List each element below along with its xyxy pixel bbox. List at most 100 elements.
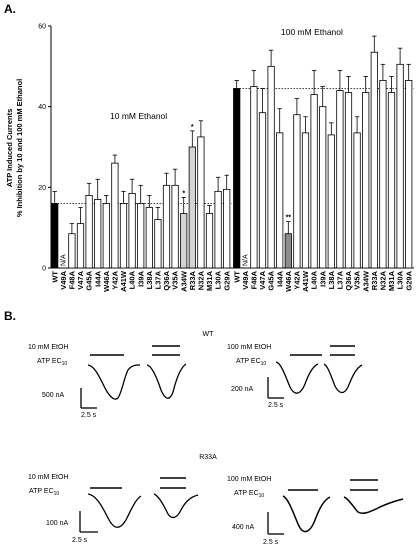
bar bbox=[379, 80, 387, 269]
atp-label-r33a-100: ATP EC10 bbox=[234, 490, 264, 499]
bar bbox=[353, 132, 361, 269]
bar bbox=[258, 112, 267, 269]
bar bbox=[102, 203, 110, 269]
x-tick-label: L40A bbox=[128, 270, 137, 289]
x-tick-label: A41W bbox=[119, 270, 128, 292]
bar bbox=[94, 199, 102, 269]
bar bbox=[233, 88, 241, 269]
x-tick-label: WT bbox=[232, 271, 241, 283]
x-tick-label: Q36A bbox=[162, 270, 171, 290]
bar bbox=[276, 132, 284, 269]
x-tick-label: F48A bbox=[68, 270, 77, 289]
bar bbox=[223, 188, 231, 269]
bar bbox=[137, 203, 145, 269]
bar bbox=[284, 233, 292, 269]
x-tick-label: M31A bbox=[387, 270, 396, 291]
bars bbox=[51, 51, 413, 269]
bar bbox=[128, 192, 136, 269]
x-tick-label: N32A bbox=[197, 270, 206, 290]
bar bbox=[111, 162, 119, 269]
na-marker: N/A bbox=[242, 254, 249, 266]
bar bbox=[396, 63, 404, 269]
time-label-wt-100: 2.5 s bbox=[268, 402, 284, 409]
x-tick-label: I44A bbox=[275, 270, 284, 286]
x-tick-label: V49A bbox=[241, 270, 250, 289]
time-label-r33a-10: 2.5 s bbox=[72, 537, 88, 544]
y-axis-label-line1: ATP Induced Currents bbox=[5, 109, 14, 187]
y-tick-label: 40 bbox=[38, 104, 46, 111]
trace-wt-10mm: 10 mM EtOH ATP EC10 500 nA 2.5 s bbox=[28, 344, 187, 419]
x-tick-label: F48A bbox=[250, 270, 259, 289]
y-tick-label: 0 bbox=[42, 266, 46, 273]
significance-marker: * bbox=[191, 124, 194, 131]
group-label-100mm: 100 mM Ethanol bbox=[281, 27, 343, 37]
x-tick-label: L40A bbox=[310, 270, 319, 289]
bar bbox=[301, 132, 310, 269]
error-bars bbox=[52, 35, 411, 234]
x-tick-label: R33A bbox=[370, 270, 379, 290]
x-tick-labels: WT V49A F48A V47A G45A I44A W46A Y42A A41W L40A I3… bbox=[50, 270, 413, 292]
x-tick-label: M31A bbox=[205, 270, 214, 291]
markers: N/A**N/A** bbox=[60, 124, 291, 266]
panel-b-label: B. bbox=[4, 309, 16, 323]
bar bbox=[68, 233, 76, 269]
x-tick-label: G45A bbox=[85, 270, 94, 290]
x-tick-label: L37A bbox=[154, 270, 163, 289]
bar bbox=[51, 203, 59, 269]
x-tick-label: I39A bbox=[318, 270, 327, 286]
panel-a-label: A. bbox=[4, 2, 16, 16]
bar bbox=[344, 92, 353, 269]
ethanol-label-wt-100: 100 mM EtOH bbox=[227, 344, 271, 351]
x-tick-label: V49A bbox=[59, 270, 68, 289]
bar bbox=[267, 65, 275, 269]
x-tick-label: I44A bbox=[93, 270, 102, 286]
x-tick-label: L30A bbox=[396, 270, 405, 289]
bar bbox=[180, 213, 188, 269]
x-tick-label: A41W bbox=[301, 270, 310, 292]
bar bbox=[327, 134, 335, 269]
wt-title: WT bbox=[203, 331, 215, 338]
y-ticks: 0 20 40 60 bbox=[38, 24, 51, 273]
ethanol-label-r33a-10: 10 mM EtOH bbox=[28, 474, 68, 481]
x-tick-label: Y42A bbox=[111, 270, 120, 289]
y-axis-label-line2: % Inhibition by 10 and 100 mM Ethanol bbox=[15, 79, 24, 217]
x-tick-label: V35A bbox=[353, 270, 362, 289]
x-tick-label: W46A bbox=[284, 270, 293, 291]
trace-wt-100-path bbox=[275, 361, 363, 394]
bar bbox=[188, 146, 196, 269]
trace-wt-100mm: 100 mM EtOH ATP EC10 200 nA 2.5 s bbox=[227, 344, 363, 409]
time-label-r33a-100: 2.5 s bbox=[263, 539, 279, 546]
bar bbox=[319, 106, 327, 269]
x-tick-label: L38A bbox=[145, 270, 154, 289]
x-tick-label: G29A bbox=[222, 270, 231, 290]
bar bbox=[336, 90, 344, 269]
x-tick-label: V47A bbox=[258, 270, 267, 289]
x-tick-label: G29A bbox=[404, 270, 413, 290]
bar-chart: ATP Induced Currents % Inhibition by 10 … bbox=[5, 24, 414, 292]
x-tick-label: A34W bbox=[179, 270, 188, 292]
trace-wt-10-path bbox=[87, 363, 187, 400]
bar bbox=[162, 184, 171, 269]
ethanol-label-wt-10: 10 mM EtOH bbox=[28, 344, 68, 351]
na-marker: N/A bbox=[60, 254, 67, 266]
bar bbox=[145, 207, 153, 269]
time-label-wt-10: 2.5 s bbox=[81, 412, 97, 419]
bar bbox=[197, 136, 205, 269]
x-tick-label: N32A bbox=[379, 270, 388, 290]
bar bbox=[205, 213, 214, 269]
x-tick-label: L37A bbox=[336, 270, 345, 289]
x-tick-label: L30A bbox=[214, 270, 223, 289]
x-tick-label: A34W bbox=[361, 270, 370, 292]
bar bbox=[85, 194, 93, 269]
bar bbox=[293, 114, 301, 269]
bar bbox=[387, 92, 396, 269]
x-tick-label: W46A bbox=[102, 270, 111, 291]
y-tick-label: 20 bbox=[38, 185, 46, 192]
x-tick-label: V47A bbox=[76, 270, 85, 289]
x-tick-label: Q36A bbox=[344, 270, 353, 290]
current-label-wt-10: 500 nA bbox=[42, 392, 65, 399]
x-tick-label: I39A bbox=[136, 270, 145, 286]
x-tick-label: R33A bbox=[188, 270, 197, 290]
atp-label-wt-100: ATP EC10 bbox=[236, 358, 266, 367]
